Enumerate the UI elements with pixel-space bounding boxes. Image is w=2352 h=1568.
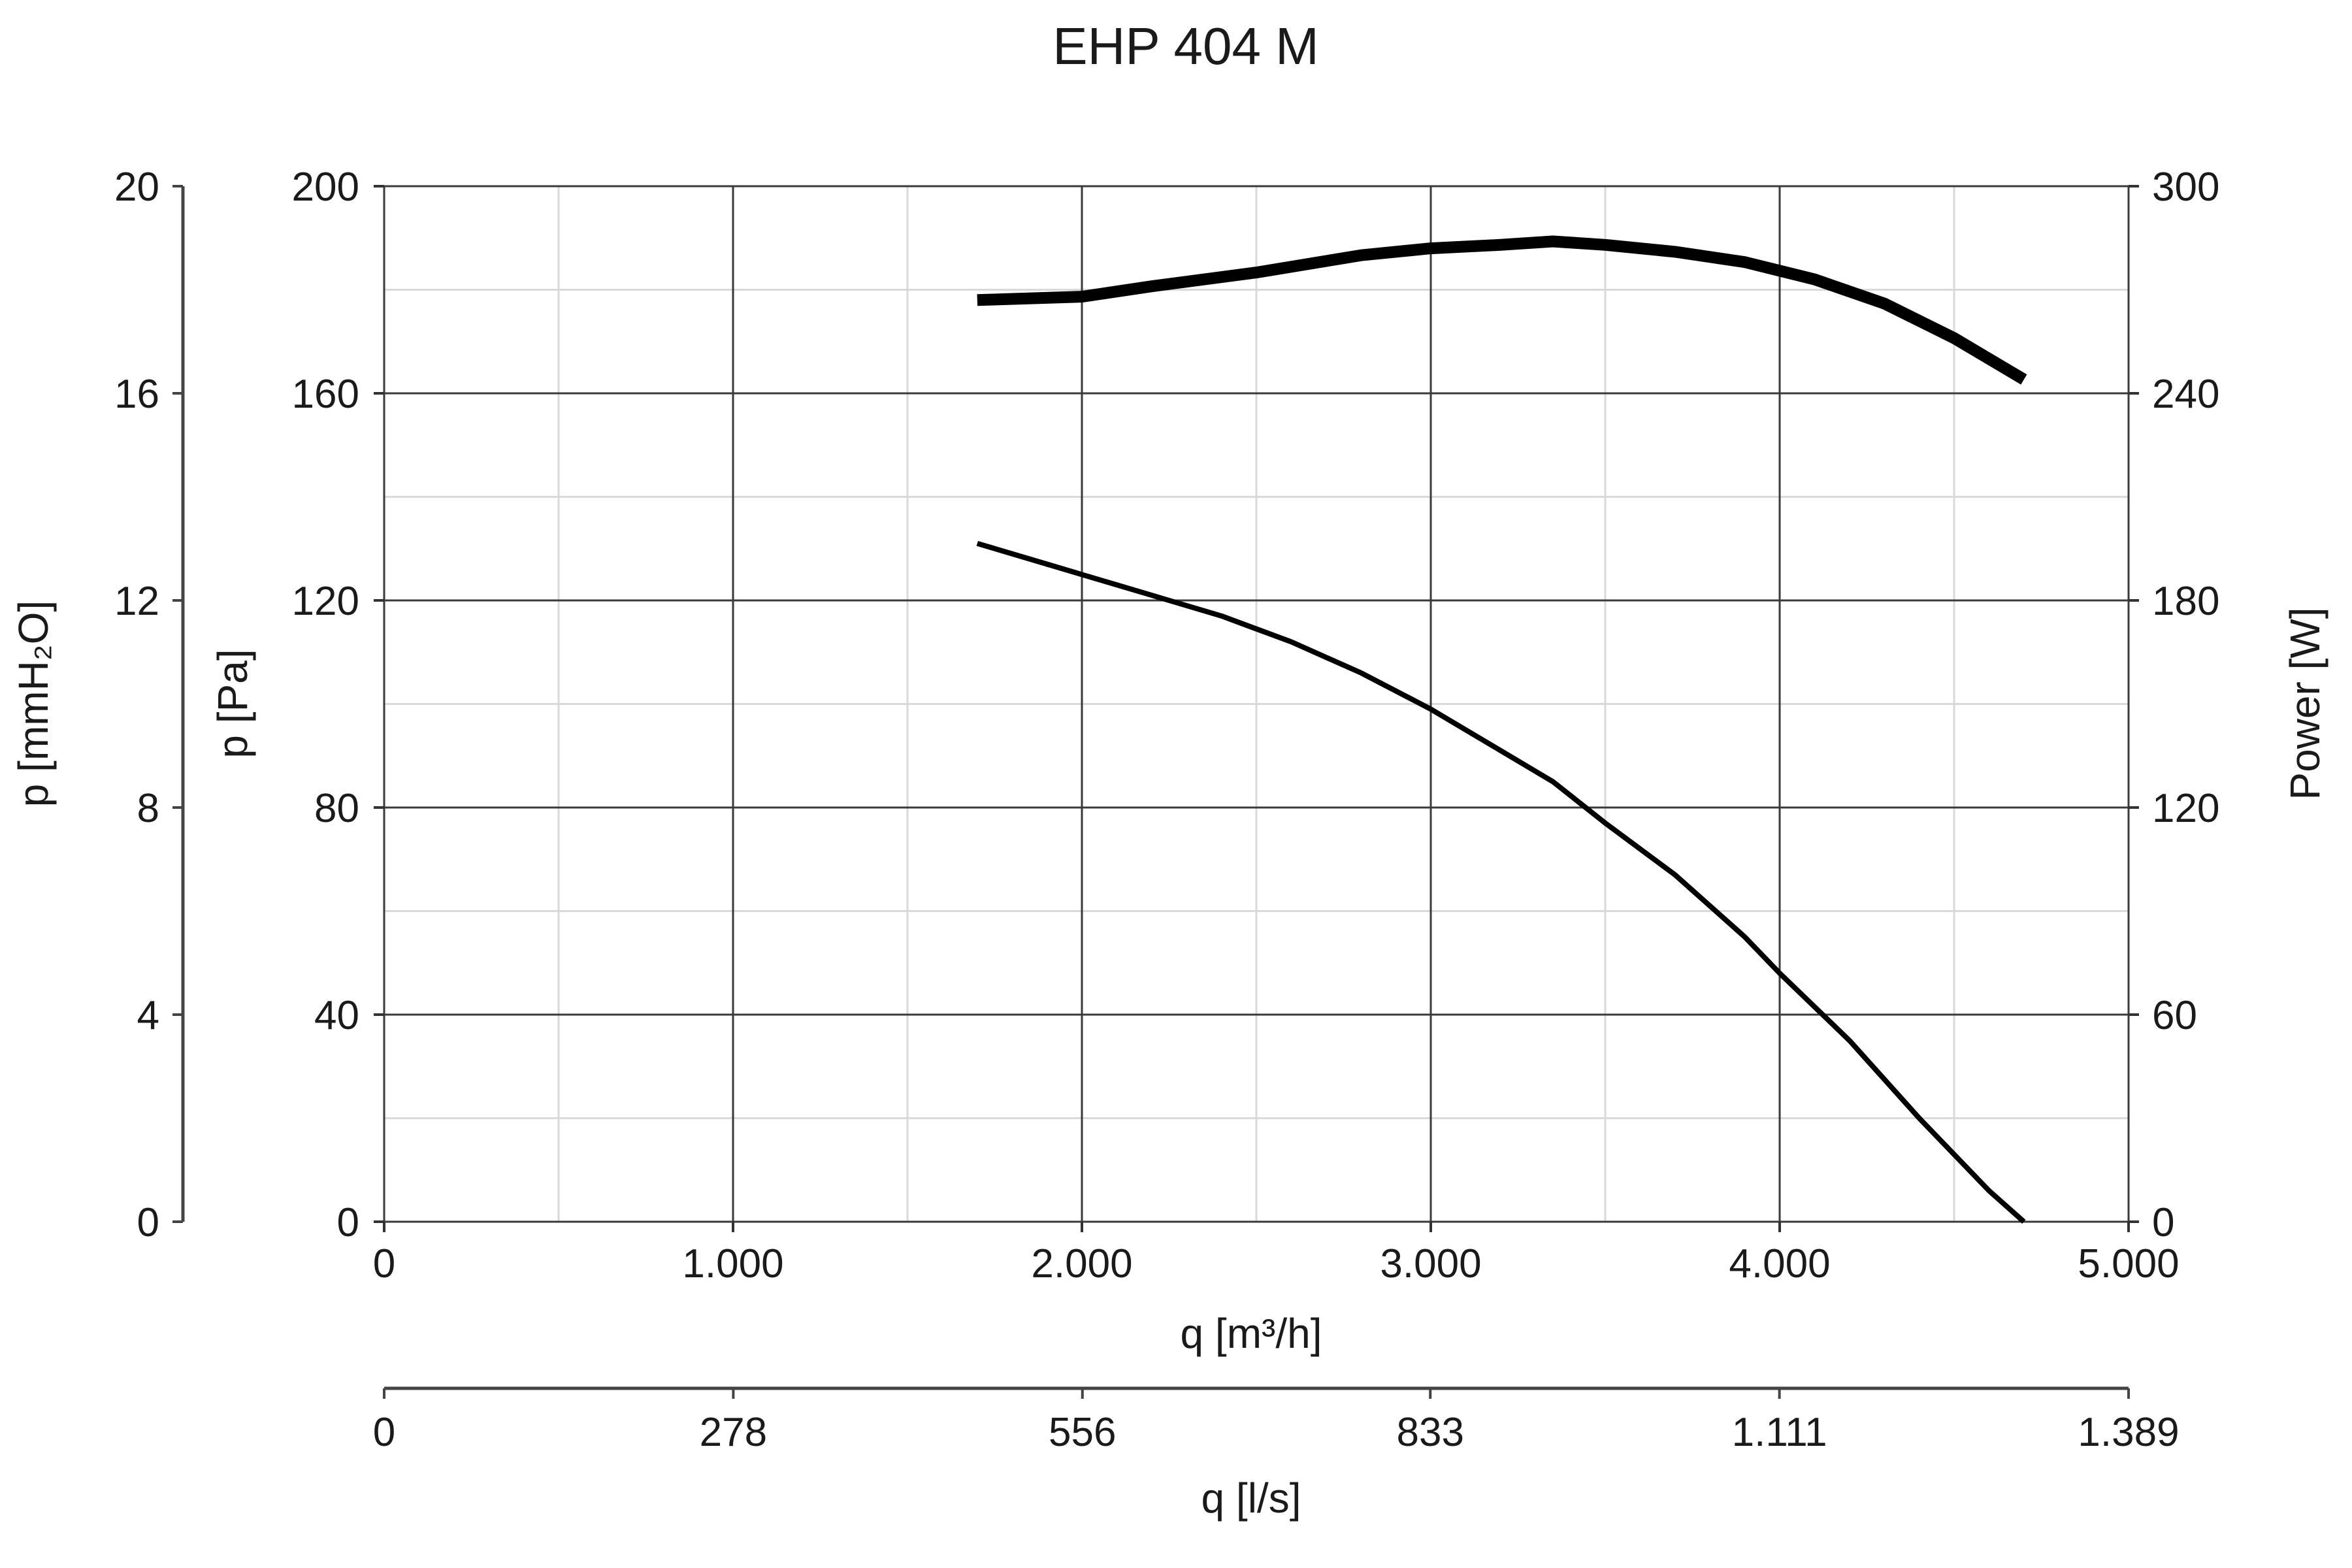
y-power-tick-label: 0 bbox=[2152, 1200, 2174, 1245]
x-tick-label: 1.000 bbox=[682, 1241, 783, 1286]
x-tick-label: 0 bbox=[373, 1241, 395, 1286]
y-axis-label: p [Pa] bbox=[209, 649, 256, 758]
x2-tick-label: 278 bbox=[700, 1410, 767, 1455]
y-power-tick-label: 60 bbox=[2152, 993, 2197, 1038]
y-mm-tick-label: 12 bbox=[114, 579, 159, 624]
y-mm-tick-label: 20 bbox=[114, 165, 159, 210]
x2-tick-label: 1.389 bbox=[2078, 1410, 2179, 1455]
pressure-curve bbox=[976, 540, 2026, 1224]
y-mm-tick-label: 0 bbox=[137, 1200, 159, 1245]
y-power-tick-label: 180 bbox=[2152, 579, 2219, 624]
y-tick-label: 160 bbox=[292, 372, 359, 417]
y-tick-label: 80 bbox=[314, 786, 359, 831]
y-power-tick-label: 120 bbox=[2152, 786, 2219, 831]
x-tick-label: 4.000 bbox=[1729, 1241, 1830, 1286]
y-tick-label: 120 bbox=[292, 579, 359, 624]
x2-tick-label: 833 bbox=[1397, 1410, 1464, 1455]
curves bbox=[976, 235, 2027, 1224]
x-tick-label: 3.000 bbox=[1380, 1241, 1481, 1286]
y-tick-label: 40 bbox=[314, 993, 359, 1038]
x2-tick-label: 1.111 bbox=[1732, 1410, 1827, 1455]
x2-axis-label: q [l/s] bbox=[1201, 1475, 1301, 1522]
y-mm-tick-label: 8 bbox=[137, 786, 159, 831]
x-tick-label: 5.000 bbox=[2078, 1241, 2179, 1286]
x-tick-label: 2.000 bbox=[1031, 1241, 1132, 1286]
y-mm-tick-label: 16 bbox=[114, 372, 159, 417]
x2-tick-label: 556 bbox=[1049, 1410, 1116, 1455]
power-curve bbox=[977, 235, 2027, 385]
y-mm-tick-label: 4 bbox=[137, 993, 159, 1038]
y-tick-label: 0 bbox=[337, 1200, 359, 1245]
y-power-tick-label: 300 bbox=[2152, 165, 2219, 210]
x2-tick-label: 0 bbox=[373, 1410, 395, 1455]
minor-grid bbox=[384, 186, 2129, 1222]
y-mm-axis-label: p [mmH₂O] bbox=[10, 600, 57, 807]
major-grid bbox=[383, 185, 2130, 1223]
y-tick-label: 200 bbox=[292, 165, 359, 210]
y-power-tick-label: 240 bbox=[2152, 372, 2219, 417]
y-power-axis-label: Power [W] bbox=[2281, 607, 2328, 800]
axes bbox=[172, 185, 2139, 1399]
x-axis-label: q [m³/h] bbox=[1181, 1310, 1322, 1357]
chart-title: EHP 404 M bbox=[1053, 17, 1319, 75]
